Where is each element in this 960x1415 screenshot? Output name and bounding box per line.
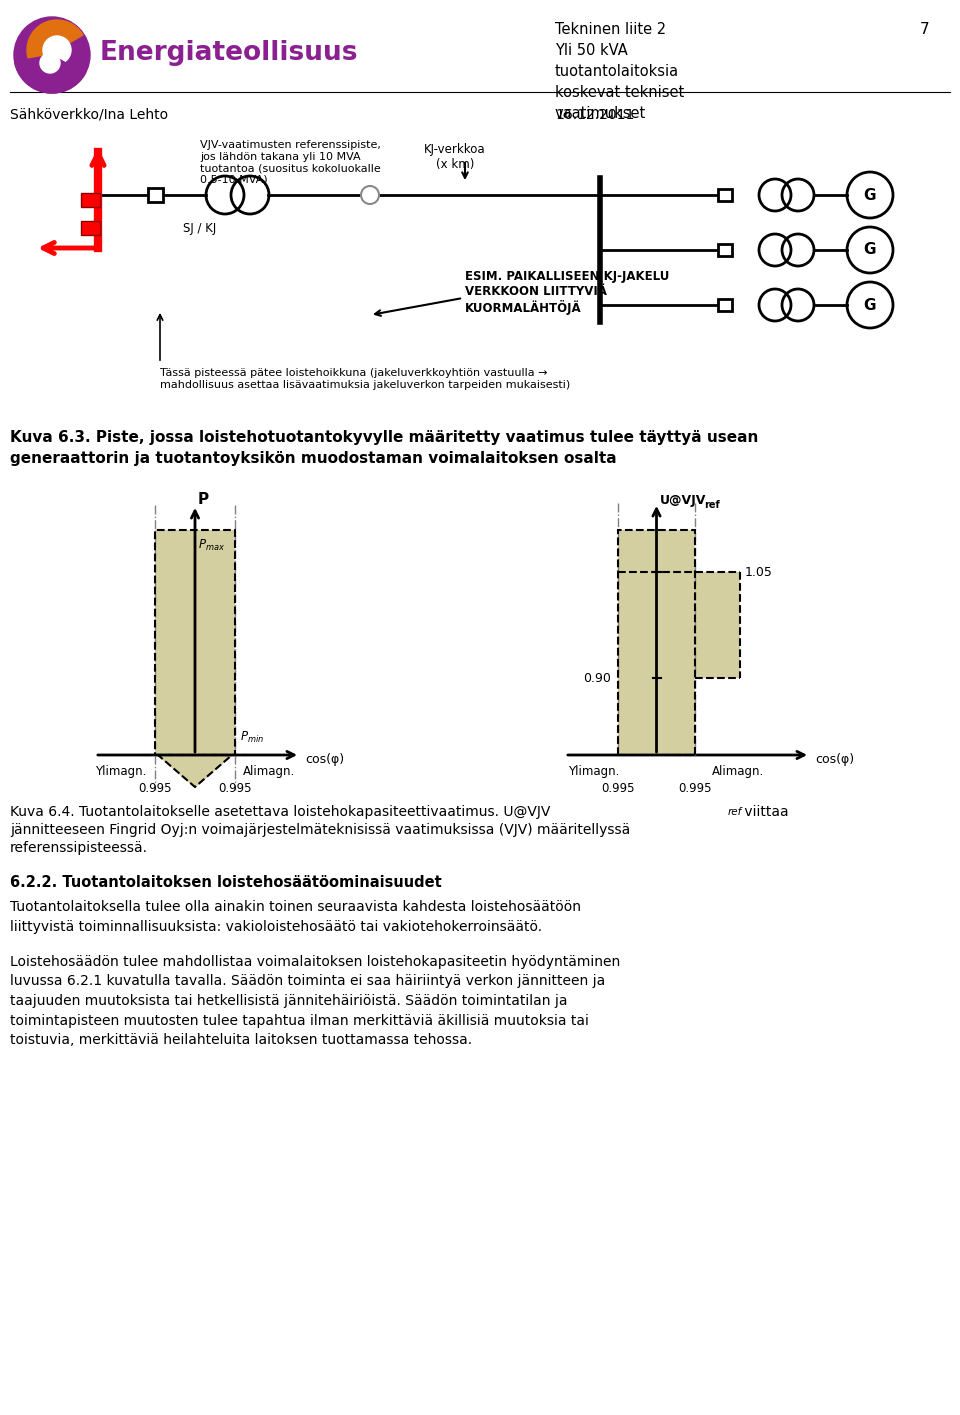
Text: 7: 7 bbox=[920, 23, 929, 37]
Text: Kuva 6.4. Tuotantolaitokselle asetettava loistehokapasiteettivaatimus. U@VJV: Kuva 6.4. Tuotantolaitokselle asetettava… bbox=[10, 805, 550, 819]
Polygon shape bbox=[158, 756, 232, 787]
Text: Ylimagn.: Ylimagn. bbox=[95, 764, 146, 777]
Bar bbox=[718, 243, 732, 256]
Wedge shape bbox=[14, 55, 84, 93]
Wedge shape bbox=[27, 20, 83, 81]
Text: referenssipisteessä.: referenssipisteessä. bbox=[10, 841, 148, 855]
Bar bbox=[155, 531, 235, 756]
Text: Ylimagn.: Ylimagn. bbox=[568, 764, 619, 777]
Text: G: G bbox=[864, 188, 876, 202]
Text: Energiateollisuus: Energiateollisuus bbox=[100, 40, 358, 67]
Bar bbox=[148, 188, 163, 202]
Bar bbox=[81, 221, 100, 235]
Text: ref: ref bbox=[728, 807, 742, 816]
Text: SJ / KJ: SJ / KJ bbox=[183, 222, 217, 235]
Bar bbox=[155, 531, 235, 756]
Text: 0.90: 0.90 bbox=[583, 672, 611, 685]
Text: Loistehosäädön tulee mahdollistaa voimalaitoksen loistehokapasiteetin hyödyntämi: Loistehosäädön tulee mahdollistaa voimal… bbox=[10, 955, 620, 1047]
Text: G: G bbox=[864, 242, 876, 258]
Text: 16.12.2011: 16.12.2011 bbox=[555, 108, 635, 122]
Text: U@VJV: U@VJV bbox=[660, 494, 706, 507]
Text: jännitteeseen Fingrid Oyj:n voimajärjestelmäteknisissä vaatimuksissa (VJV) määri: jännitteeseen Fingrid Oyj:n voimajärjest… bbox=[10, 824, 631, 838]
Text: 0.995: 0.995 bbox=[601, 781, 635, 794]
Circle shape bbox=[14, 17, 90, 93]
Bar bbox=[718, 190, 732, 201]
Text: Alimagn.: Alimagn. bbox=[712, 764, 764, 777]
Bar bbox=[618, 531, 695, 756]
Text: viittaa: viittaa bbox=[740, 805, 788, 819]
Bar bbox=[81, 192, 100, 207]
Text: Tässä pisteessä pätee loistehoikkuna (jakeluverkkoyhtiön vastuulla →
mahdollisuu: Tässä pisteessä pätee loistehoikkuna (ja… bbox=[160, 368, 570, 389]
Circle shape bbox=[40, 52, 60, 74]
Text: 0.995: 0.995 bbox=[218, 781, 252, 794]
Text: ref: ref bbox=[705, 499, 720, 509]
Text: $P_{max}$: $P_{max}$ bbox=[198, 538, 225, 552]
Text: P: P bbox=[198, 492, 209, 507]
Bar bbox=[618, 531, 695, 756]
Text: KJ-verkkoa
(x km): KJ-verkkoa (x km) bbox=[424, 143, 486, 171]
Bar bbox=[718, 299, 732, 311]
Text: ESIM. PAIKALLISEEN KJ-JAKELU
VERKKOON LIITTYVIÄ
KUORMALÄHTÖJÄ: ESIM. PAIKALLISEEN KJ-JAKELU VERKKOON LI… bbox=[465, 270, 669, 316]
Text: cos(φ): cos(φ) bbox=[815, 753, 854, 766]
Text: 0.995: 0.995 bbox=[679, 781, 711, 794]
Text: cos(φ): cos(φ) bbox=[305, 753, 344, 766]
Circle shape bbox=[43, 35, 71, 64]
Text: 6.2.2. Tuotantolaitoksen loistehosäätöominaisuudet: 6.2.2. Tuotantolaitoksen loistehosäätöom… bbox=[10, 874, 442, 890]
Text: VJV-vaatimusten referenssipiste,
jos lähdön takana yli 10 MVA
tuotantoa (suositu: VJV-vaatimusten referenssipiste, jos läh… bbox=[200, 140, 381, 185]
Text: Sähköverkko/Ina Lehto: Sähköverkko/Ina Lehto bbox=[10, 108, 168, 122]
Circle shape bbox=[361, 185, 379, 204]
Text: $P_{min}$: $P_{min}$ bbox=[240, 730, 264, 744]
Text: Tekninen liite 2
Yli 50 kVA
tuotantolaitoksia
koskevat tekniset
vaatimukset: Tekninen liite 2 Yli 50 kVA tuotantolait… bbox=[555, 23, 684, 122]
Text: G: G bbox=[864, 297, 876, 313]
Text: Kuva 6.3. Piste, jossa loistehotuotantokyvylle määritetty vaatimus tulee täyttyä: Kuva 6.3. Piste, jossa loistehotuotantok… bbox=[10, 430, 758, 466]
Text: 0.995: 0.995 bbox=[138, 781, 172, 794]
Text: 1.05: 1.05 bbox=[745, 566, 773, 580]
Text: Tuotantolaitoksella tulee olla ainakin toinen seuraavista kahdesta loistehosäätö: Tuotantolaitoksella tulee olla ainakin t… bbox=[10, 900, 581, 934]
Text: Alimagn.: Alimagn. bbox=[243, 764, 296, 777]
Bar bbox=[618, 572, 740, 678]
